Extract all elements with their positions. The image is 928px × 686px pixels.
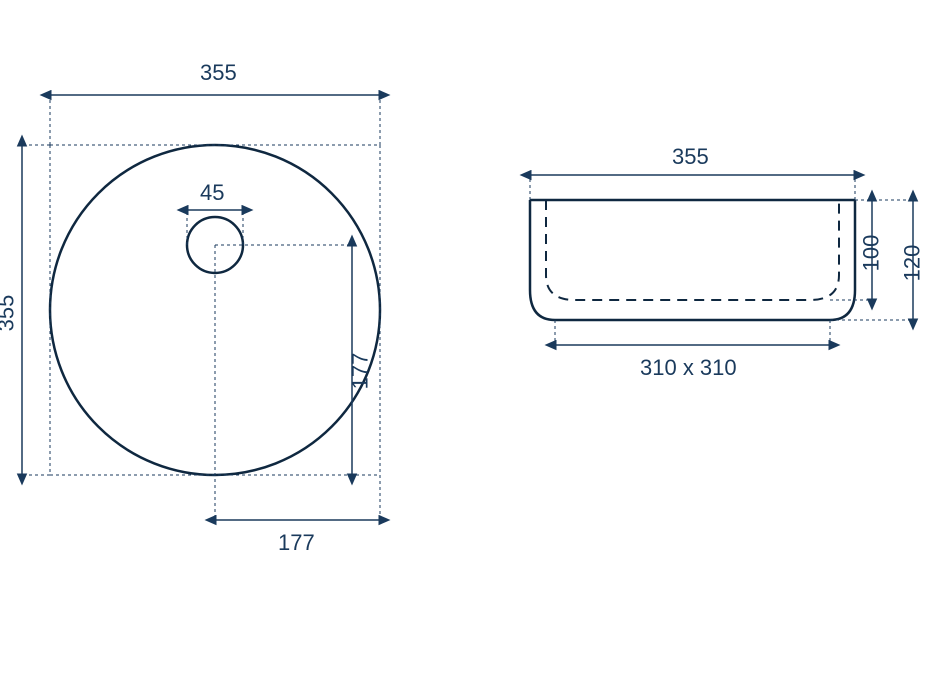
- technical-drawing: 355 355 45 177 177 355 100 120 310 x 310: [0, 0, 928, 686]
- label-outer-height: 120: [899, 245, 925, 282]
- label-half-w: 177: [278, 530, 315, 556]
- side-left-curve: [530, 200, 555, 320]
- label-side-width: 355: [672, 144, 709, 170]
- label-top-height: 355: [0, 295, 19, 332]
- side-right-curve: [830, 200, 855, 320]
- side-inner-dashed: [546, 200, 839, 300]
- drawing-svg: [0, 0, 928, 686]
- label-top-width: 355: [200, 60, 237, 86]
- label-inner-height: 100: [858, 235, 884, 272]
- label-hole: 45: [200, 180, 224, 206]
- label-base: 310 x 310: [640, 355, 737, 381]
- label-half-h: 177: [347, 353, 373, 390]
